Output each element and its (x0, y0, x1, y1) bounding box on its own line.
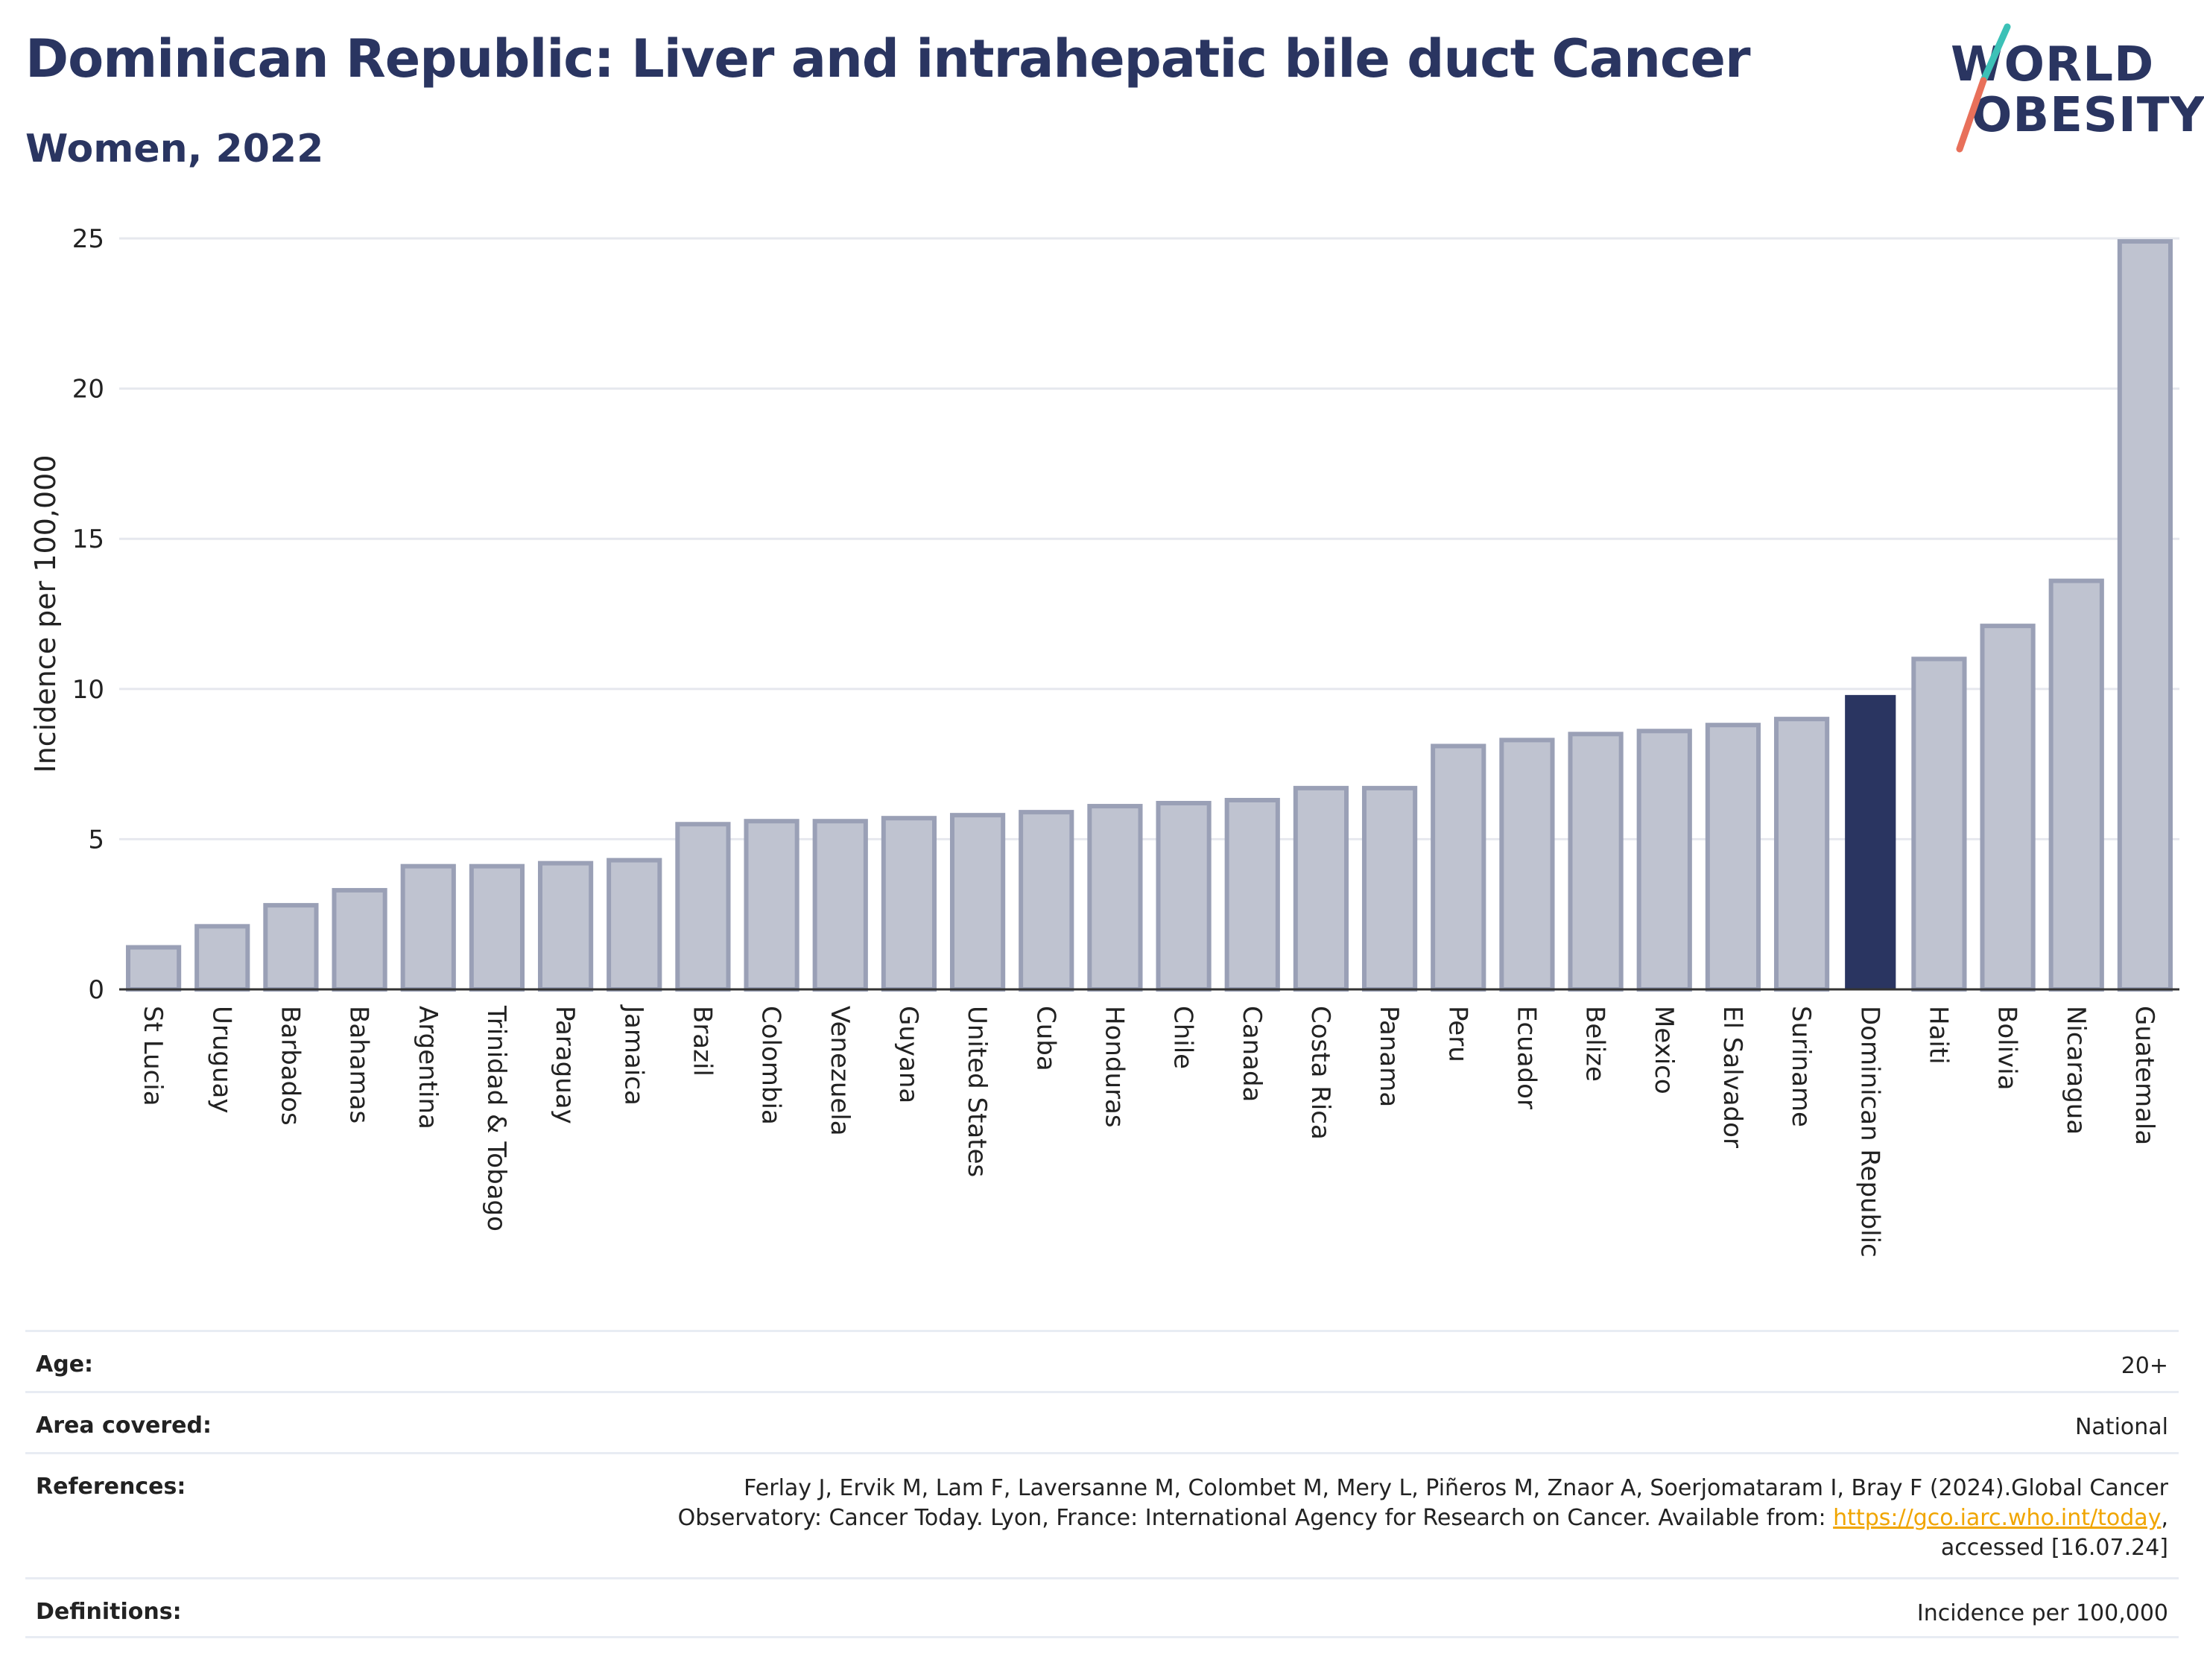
bar-haiti (1911, 656, 1967, 992)
x-tick-label: El Salvador (1717, 1006, 1747, 1148)
x-tick-label: Argentina (413, 1006, 443, 1129)
x-tick-label: Canada (1237, 1006, 1267, 1102)
bar-barbados (263, 903, 319, 992)
x-tick-label: Cuba (1030, 1006, 1060, 1071)
age-value: 20+ (2121, 1353, 2168, 1379)
gridlines (119, 237, 2179, 840)
bar-united-states (949, 813, 1006, 992)
y-tick-label: 5 (88, 825, 104, 855)
y-tick-label: 10 (72, 675, 104, 705)
references-link[interactable]: https://gco.iarc.who.int/today (1833, 1505, 2162, 1531)
x-tick-label: Colombia (756, 1006, 786, 1125)
x-tick-label: Bahamas (344, 1006, 374, 1123)
references-value: Ferlay J, Ervik M, Lam F, Laversanne M, … (678, 1474, 2168, 1577)
y-tick-label: 20 (72, 375, 104, 405)
bar-argentina (400, 863, 456, 992)
area-value: National (2074, 1414, 2168, 1440)
chart-title: Dominican Republic: Liver and intrahepat… (25, 28, 1750, 89)
bar-belize (1568, 732, 1624, 992)
bar-honduras (1087, 804, 1143, 992)
y-tick-label: 15 (72, 524, 104, 554)
x-tick-label: St Lucia (138, 1006, 168, 1106)
x-tick-label: Honduras (1099, 1006, 1129, 1128)
x-tick-label: Dominican Republic (1855, 1006, 1884, 1258)
bars (125, 239, 2173, 992)
x-tick-label: Guyana (893, 1006, 923, 1103)
area-label: Area covered: (36, 1413, 212, 1439)
bar-uruguay (194, 924, 250, 992)
x-tick-label: Haiti (1923, 1006, 1953, 1065)
bar-dominican-republic (1845, 694, 1896, 989)
x-tick-label: Suriname (1786, 1006, 1816, 1127)
x-tick-label: United States (962, 1006, 992, 1177)
logo-slash-icon (1956, 23, 2011, 153)
info-row-references: References: Ferlay J, Ervik M, Lam F, La… (25, 1452, 2179, 1577)
bar-canada (1224, 797, 1280, 992)
x-tick-label: Paraguay (550, 1006, 580, 1124)
x-tick-label: Jamaica (618, 1004, 648, 1106)
y-tick-label: 0 (88, 975, 104, 1005)
bar-jamaica (607, 858, 662, 992)
x-tick-label: Nicaragua (2061, 1006, 2091, 1135)
bar-brazil (675, 822, 731, 992)
x-tick-label: Venezuela (825, 1006, 855, 1136)
references-line1: Ferlay J, Ervik M, Lam F, Laversanne M, … (744, 1475, 2168, 1501)
bar-chart: 0 5 10 15 20 25 St Lucia Uruguay Barbados Bahama… (29, 224, 2179, 1258)
y-axis-title: Incidence per 100,000 (29, 454, 62, 773)
y-tick-label: 25 (72, 224, 104, 254)
bar-chile (1156, 801, 1212, 992)
bar-costa-rica (1293, 785, 1349, 992)
x-tick-label: Ecuador (1511, 1006, 1541, 1109)
x-tick-label: Uruguay (206, 1006, 236, 1114)
y-axis-ticks: 0 5 10 15 20 25 (72, 224, 104, 1005)
bar-bahamas (332, 887, 387, 992)
x-tick-label: Guatemala (2129, 1006, 2159, 1145)
x-axis-ticks: St Lucia Uruguay Barbados Bahamas Argentina T… (138, 1004, 2159, 1258)
definitions-label: Definitions: (36, 1599, 182, 1625)
x-tick-label: Mexico (1649, 1006, 1679, 1094)
x-tick-label: Bolivia (1992, 1006, 2022, 1090)
bar-bolivia (1980, 624, 2036, 992)
chart-subtitle: Women, 2022 (25, 127, 324, 171)
info-table: Age: 20+ Area covered: National Referenc… (25, 1330, 2179, 1638)
info-row-area: Area covered: National (25, 1391, 2179, 1452)
info-row-definitions: Definitions: Incidence per 100,000 (25, 1577, 2179, 1638)
bar-colombia (744, 819, 799, 992)
references-line2-text: Observatory: Cancer Today. Lyon, France:… (677, 1505, 1834, 1531)
bar-suriname (1773, 717, 1830, 992)
bar-peru (1431, 744, 1486, 992)
world-obesity-logo: WORLD OBESITY (1945, 22, 2204, 156)
x-tick-label: Peru (1443, 1006, 1472, 1062)
bar-el-salvador (1705, 723, 1761, 992)
references-line3: accessed [16.07.24] (1940, 1535, 2168, 1561)
bar-mexico (1636, 729, 1692, 992)
definitions-value: Incidence per 100,000 (1916, 1600, 2168, 1626)
bar-guyana (881, 816, 937, 992)
bar-panama (1361, 785, 1418, 992)
bar-guatemala (2117, 239, 2173, 992)
bar-venezuela (812, 819, 868, 992)
x-tick-label: Brazil (687, 1006, 717, 1077)
bar-nicaragua (2048, 578, 2104, 992)
bar-trinidad-tobago (469, 863, 525, 992)
bar-st-lucia (125, 945, 182, 992)
x-tick-label: Trinidad & Tobago (481, 1005, 511, 1232)
x-tick-label: Belize (1580, 1006, 1610, 1082)
bar-cuba (1019, 810, 1074, 992)
x-tick-label: Chile (1168, 1006, 1198, 1069)
age-label: Age: (36, 1351, 94, 1378)
bar-ecuador (1499, 738, 1555, 992)
references-line2-end: , (2161, 1505, 2168, 1531)
references-label: References: (36, 1474, 186, 1500)
x-tick-label: Costa Rica (1305, 1006, 1335, 1140)
info-row-age: Age: 20+ (25, 1330, 2179, 1391)
logo-text-line2: OBESITY (1972, 88, 2204, 143)
references-line2: Observatory: Cancer Today. Lyon, France:… (678, 1503, 2168, 1533)
x-tick-label: Panama (1374, 1006, 1404, 1107)
bar-paraguay (537, 860, 594, 992)
x-tick-label: Barbados (275, 1006, 305, 1126)
